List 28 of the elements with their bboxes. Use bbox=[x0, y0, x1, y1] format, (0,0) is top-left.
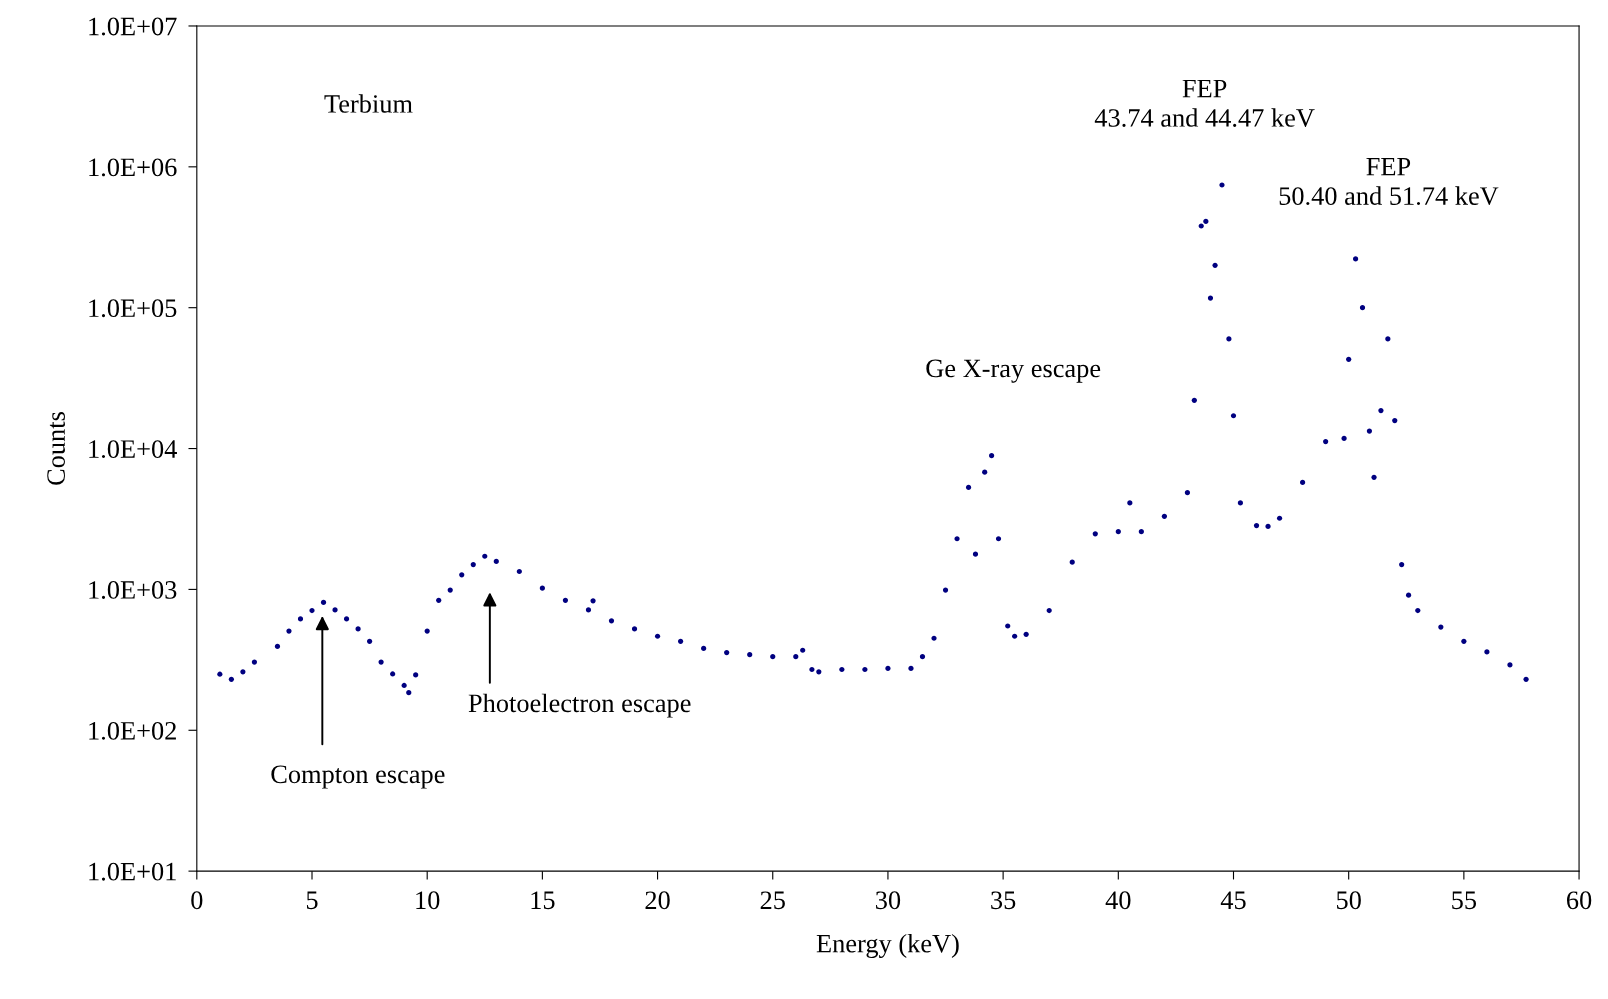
y-tick-label: 1.0E+04 bbox=[89, 440, 177, 459]
x-tick-label: 45 bbox=[1220, 891, 1246, 910]
x-tick-label: 15 bbox=[531, 891, 555, 910]
x-tick-label: 40 bbox=[1105, 891, 1131, 910]
x-tick-label: 5 bbox=[306, 891, 318, 910]
y-tick-label: 1.0E+01 bbox=[89, 862, 176, 881]
x-tick-label: 60 bbox=[1567, 891, 1592, 910]
annotation: FEP 50.40 and 51.74 keV bbox=[1279, 157, 1499, 206]
annotation: FEP 43.74 and 44.47 keV bbox=[1094, 79, 1315, 128]
annotation: Terbium bbox=[324, 94, 413, 113]
x-tick-label: 55 bbox=[1452, 891, 1477, 910]
y-tick-label: 1.0E+02 bbox=[89, 721, 176, 740]
x-tick-label: 10 bbox=[416, 891, 440, 910]
x-tick-label: 20 bbox=[645, 891, 670, 910]
annotation: Ge X-ray escape bbox=[926, 359, 1101, 383]
y-tick-label: 1.0E+05 bbox=[89, 299, 177, 318]
x-axis-title: Energy (keV) bbox=[816, 933, 959, 958]
x-tick-label: 30 bbox=[876, 891, 901, 910]
y-tick-label: 1.0E+03 bbox=[89, 581, 177, 599]
y-tick-label: 1.0E+06 bbox=[89, 158, 177, 177]
x-tick-label: 0 bbox=[191, 891, 203, 910]
x-tick-label: 25 bbox=[760, 891, 785, 910]
x-tick-label: 35 bbox=[991, 891, 1016, 910]
x-tick-label: 50 bbox=[1337, 891, 1361, 910]
y-tick-label: 1.0E+07 bbox=[89, 17, 177, 36]
annotation: Photoelectron escape bbox=[468, 693, 691, 718]
annotation: Compton escape bbox=[271, 765, 445, 789]
y-axis-title: Counts bbox=[47, 412, 65, 485]
